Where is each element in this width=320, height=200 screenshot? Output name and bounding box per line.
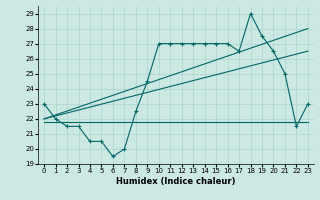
X-axis label: Humidex (Indice chaleur): Humidex (Indice chaleur) <box>116 177 236 186</box>
